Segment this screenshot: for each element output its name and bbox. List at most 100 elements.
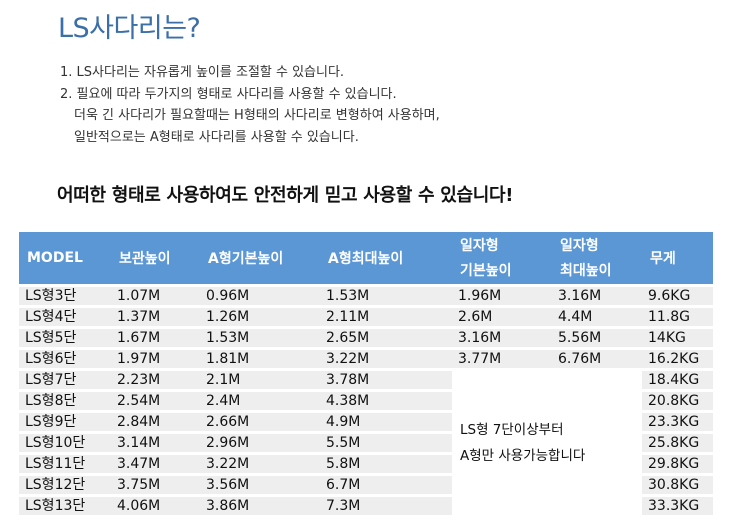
intro-list: 1. LS사다리는 자유롭게 높이를 조절할 수 있습니다. 2. 필요에 따라… xyxy=(60,62,440,148)
cell-weight: 25.8KG xyxy=(642,434,713,452)
header-model: MODEL xyxy=(19,232,111,284)
table-row: LS형4단 1.37M 1.26M 2.11M 2.6M 4.4M 11.8G xyxy=(19,308,713,326)
cell-a-max: 4.9M xyxy=(320,413,452,431)
cell-model: LS형3단 xyxy=(19,287,111,305)
header-a-max-height: A형최대높이 xyxy=(320,232,452,284)
table-row: LS형9단 2.84M 2.66M 4.9M LS형 7단이상부터 A형만 사용… xyxy=(19,413,713,473)
cell-storage: 1.07M xyxy=(111,287,200,305)
cell-i-basic: 1.96M xyxy=(452,287,552,305)
cell-storage: 4.06M xyxy=(111,497,200,515)
header-storage-height: 보관높이 xyxy=(111,232,200,284)
restriction-note-line1: LS형 7단이상부터 xyxy=(460,422,564,438)
cell-i-basic-empty xyxy=(452,476,552,494)
header-a-basic-height: A형기본높이 xyxy=(200,232,320,284)
cell-a-max: 2.65M xyxy=(320,329,452,347)
cell-a-max: 7.3M xyxy=(320,497,452,515)
cell-i-basic-empty xyxy=(452,392,552,410)
cell-storage: 3.14M xyxy=(111,434,200,452)
cell-weight: 14KG xyxy=(642,329,713,347)
cell-i-max-empty xyxy=(552,371,642,389)
cell-storage: 3.47M xyxy=(111,455,200,473)
cell-i-max-empty xyxy=(552,392,642,410)
cell-i-basic-empty xyxy=(452,497,552,515)
safety-headline: 어떠한 형태로 사용하여도 안전하게 믿고 사용할 수 있습니다! xyxy=(57,185,514,206)
header-i-basic-line2: 기본높이 xyxy=(460,263,512,279)
table-row: LS형6단 1.97M 1.81M 3.22M 3.77M 6.76M 16.2… xyxy=(19,350,713,368)
cell-a-max: 5.8M xyxy=(320,455,452,473)
cell-i-max: 6.76M xyxy=(552,350,642,368)
cell-a-max: 2.11M xyxy=(320,308,452,326)
intro-line-2: 2. 필요에 따라 두가지의 형태로 사다리를 사용할 수 있습니다. xyxy=(60,86,397,102)
cell-storage: 2.84M xyxy=(111,413,200,431)
header-weight: 무게 xyxy=(642,232,713,284)
table-row: LS형3단 1.07M 0.96M 1.53M 1.96M 3.16M 9.6K… xyxy=(19,287,713,305)
cell-i-max: 5.56M xyxy=(552,329,642,347)
table-row: LS형12단 3.75M 3.56M 6.7M 30.8KG xyxy=(19,476,713,494)
table-row: LS형11단 3.47M 3.22M 5.8M 29.8KG xyxy=(19,455,713,473)
header-i-basic-line1: 일자형 xyxy=(460,238,499,254)
cell-i-basic-empty xyxy=(452,371,552,389)
cell-weight: 11.8G xyxy=(642,308,713,326)
cell-storage: 3.75M xyxy=(111,476,200,494)
cell-a-basic: 2.96M xyxy=(200,434,320,452)
cell-weight: 16.2KG xyxy=(642,350,713,368)
page-title: LS사다리는? xyxy=(58,13,201,44)
cell-weight: 18.4KG xyxy=(642,371,713,389)
intro-line-1: 1. LS사다리는 자유롭게 높이를 조절할 수 있습니다. xyxy=(60,65,345,80)
header-i-max-height: 일자형 최대높이 xyxy=(552,232,642,284)
cell-storage: 2.54M xyxy=(111,392,200,410)
cell-weight: 33.3KG xyxy=(642,497,713,515)
cell-model: LS형13단 xyxy=(19,497,111,515)
cell-a-max: 1.53M xyxy=(320,287,452,305)
cell-model: LS형11단 xyxy=(19,455,111,473)
table-row: LS형8단 2.54M 2.4M 4.38M 20.8KG xyxy=(19,392,713,410)
cell-model: LS형7단 xyxy=(19,371,111,389)
cell-a-basic: 2.66M xyxy=(200,413,320,431)
cell-a-basic: 0.96M xyxy=(200,287,320,305)
cell-storage: 1.97M xyxy=(111,350,200,368)
cell-i-max-empty xyxy=(552,497,642,515)
cell-a-max: 5.5M xyxy=(320,434,452,452)
cell-a-basic: 3.56M xyxy=(200,476,320,494)
cell-i-basic: 3.77M xyxy=(452,350,552,368)
cell-weight: 20.8KG xyxy=(642,392,713,410)
spec-table: MODEL 보관높이 A형기본높이 A형최대높이 일자형 기본높이 일자형 최대… xyxy=(19,229,713,518)
cell-i-basic: 2.6M xyxy=(452,308,552,326)
header-i-max-line2: 최대높이 xyxy=(560,263,612,279)
cell-model: LS형12단 xyxy=(19,476,111,494)
table-row: LS형13단 4.06M 3.86M 7.3M 33.3KG xyxy=(19,497,713,515)
table-row: LS형10단 3.14M 2.96M 5.5M 25.8KG xyxy=(19,434,713,452)
cell-model: LS형9단 xyxy=(19,413,111,431)
cell-model: LS형6단 xyxy=(19,350,111,368)
cell-storage: 2.23M xyxy=(111,371,200,389)
cell-a-max: 3.22M xyxy=(320,350,452,368)
cell-i-max: 3.16M xyxy=(552,287,642,305)
cell-weight: 9.6KG xyxy=(642,287,713,305)
header-i-basic-height: 일자형 기본높이 xyxy=(452,232,552,284)
cell-a-max: 6.7M xyxy=(320,476,452,494)
restriction-note-line2: A형만 사용가능합니다 xyxy=(460,448,586,464)
cell-a-max: 4.38M xyxy=(320,392,452,410)
cell-i-basic: 3.16M xyxy=(452,329,552,347)
cell-storage: 1.67M xyxy=(111,329,200,347)
cell-a-basic: 3.22M xyxy=(200,455,320,473)
cell-model: LS형10단 xyxy=(19,434,111,452)
cell-a-basic: 1.26M xyxy=(200,308,320,326)
table-row: LS형5단 1.67M 1.53M 2.65M 3.16M 5.56M 14KG xyxy=(19,329,713,347)
cell-model: LS형4단 xyxy=(19,308,111,326)
table-header-row: MODEL 보관높이 A형기본높이 A형최대높이 일자형 기본높이 일자형 최대… xyxy=(19,232,713,284)
cell-weight: 30.8KG xyxy=(642,476,713,494)
cell-weight: 29.8KG xyxy=(642,455,713,473)
cell-i-max-empty xyxy=(552,476,642,494)
header-i-max-line1: 일자형 xyxy=(560,238,599,254)
cell-a-max: 3.78M xyxy=(320,371,452,389)
cell-a-basic: 2.4M xyxy=(200,392,320,410)
cell-a-basic: 1.81M xyxy=(200,350,320,368)
intro-line-4: 일반적으로는 A형태로 사다리를 사용할 수 있습니다. xyxy=(74,129,359,145)
cell-model: LS형8단 xyxy=(19,392,111,410)
cell-storage: 1.37M xyxy=(111,308,200,326)
cell-i-max: 4.4M xyxy=(552,308,642,326)
cell-weight: 23.3KG xyxy=(642,413,713,431)
intro-line-3: 더욱 긴 사다리가 필요할때는 H형태의 사다리로 변형하여 사용하며, xyxy=(74,108,440,123)
table-row: LS형7단 2.23M 2.1M 3.78M 18.4KG xyxy=(19,371,713,389)
